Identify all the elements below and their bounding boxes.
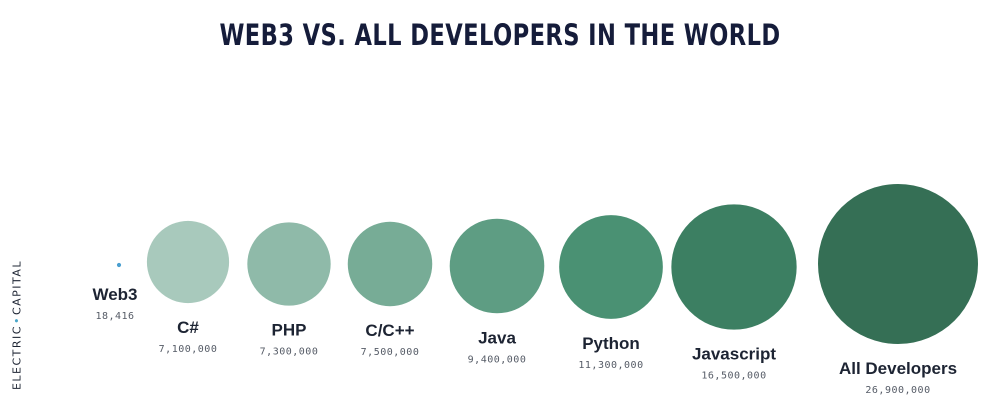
bubble-all-developers — [818, 184, 978, 344]
bubble-python — [559, 215, 663, 319]
bubble-c-c- — [347, 221, 433, 307]
chart-title: WEB3 VS. ALL DEVELOPERS IN THE WORLD — [219, 18, 781, 52]
value-label: 11,300,000 — [578, 360, 643, 371]
category-label: Javascript — [692, 345, 776, 364]
value-label: 18,416 — [95, 311, 134, 322]
category-label: Java — [478, 328, 516, 347]
bubble-javascript — [671, 204, 797, 330]
value-label: 9,400,000 — [468, 354, 527, 365]
bubble-php — [247, 222, 331, 306]
bubble-web3 — [116, 262, 122, 268]
value-label: 7,500,000 — [361, 347, 420, 358]
value-label: 7,100,000 — [159, 344, 218, 355]
category-label: C/C++ — [365, 321, 414, 340]
value-label: 26,900,000 — [865, 385, 930, 396]
category-label: C# — [177, 318, 199, 337]
category-label: Web3 — [92, 285, 137, 304]
value-label: 7,300,000 — [260, 347, 319, 358]
value-label: 16,500,000 — [701, 371, 766, 382]
category-label: All Developers — [839, 359, 957, 378]
category-label: Python — [582, 334, 640, 353]
bubble-java — [449, 218, 545, 314]
bubble-c- — [146, 220, 230, 304]
category-label: PHP — [272, 321, 307, 340]
